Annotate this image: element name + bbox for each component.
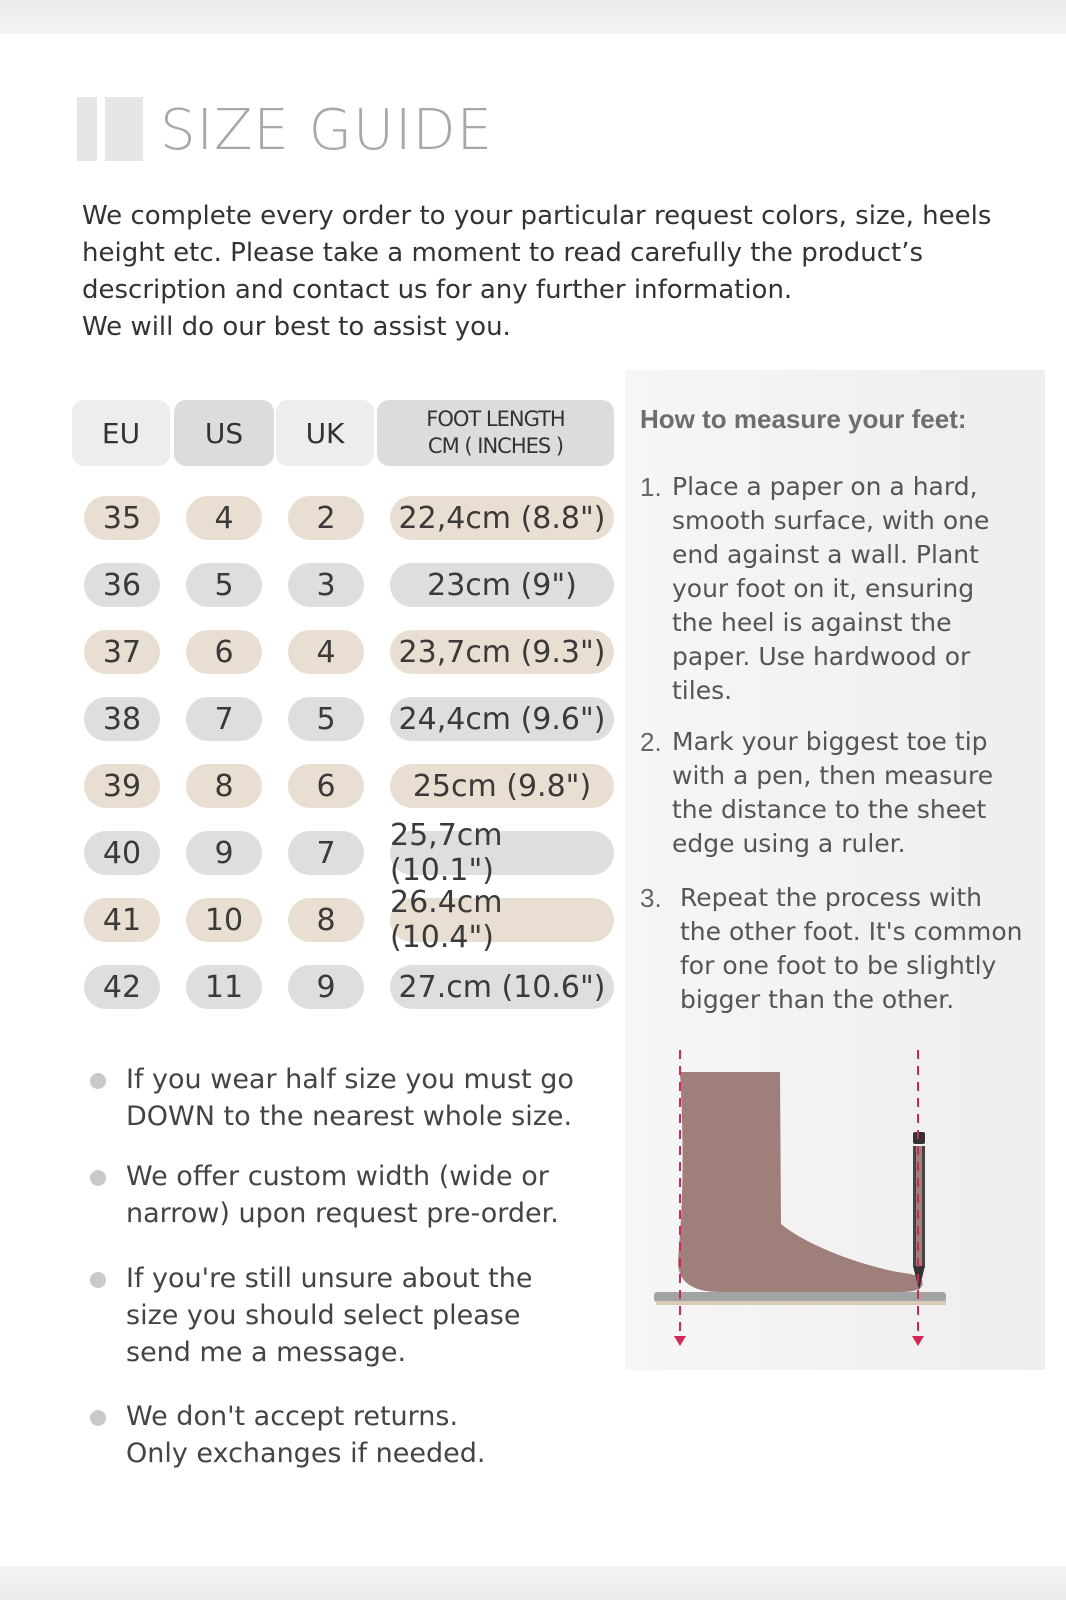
step-number: 2.	[640, 727, 662, 757]
step-text: Repeat the process with the other foot. I…	[680, 881, 1023, 1017]
note-item: If you're still unsure about the size you…	[90, 1260, 532, 1371]
paper-sheet	[656, 1301, 946, 1305]
note-line: If you wear half size you must go	[126, 1064, 574, 1095]
size-cell-eu: 38	[84, 697, 160, 741]
step-text-line: paper. Use hardwood or	[672, 642, 971, 671]
note-line: send me a message.	[126, 1337, 407, 1368]
size-cell-eu: 36	[84, 563, 160, 607]
size-cell-uk: 7	[288, 831, 364, 875]
step-number: 3.	[640, 883, 662, 913]
size-cell-us: 4	[186, 496, 262, 540]
header-foot-length-line1: FOOT LENGTH	[426, 407, 565, 431]
note-line: narrow) upon request pre-order.	[126, 1198, 559, 1229]
header-eu: EU	[72, 400, 170, 466]
size-cell-foot-length: 23,7cm (9.3")	[390, 630, 614, 674]
size-cell-eu: 41	[84, 898, 160, 942]
step-text-line: edge using a ruler.	[672, 829, 906, 858]
size-cell-foot-length: 23cm (9")	[390, 563, 614, 607]
step-text-line: end against a wall. Plant	[672, 540, 979, 569]
note-item: We offer custom width (wide or narrow) up…	[90, 1158, 559, 1232]
header-foot-length: FOOT LENGTH CM ( INCHES )	[377, 400, 614, 466]
top-band	[0, 0, 1066, 34]
step-text-line: the other foot. It's common	[680, 917, 1023, 946]
size-cell-us: 7	[186, 697, 262, 741]
pencil-core	[916, 1146, 922, 1266]
step-text-line: the distance to the sheet	[672, 795, 987, 824]
bullet-icon	[90, 1272, 106, 1288]
note-text: We offer custom width (wide or narrow) up…	[126, 1158, 559, 1232]
bullet-icon	[90, 1073, 106, 1089]
note-line: We don't accept returns.	[126, 1401, 459, 1432]
size-cell-eu: 37	[84, 630, 160, 674]
arrow-down-icon	[912, 1336, 924, 1346]
size-cell-eu: 35	[84, 496, 160, 540]
foot-icon	[678, 1072, 923, 1292]
step-text-line: Repeat the process with	[680, 883, 982, 912]
arrow-down-icon	[674, 1336, 686, 1346]
size-cell-foot-length: 24,4cm (9.6")	[390, 697, 614, 741]
note-item: We don't accept returns. Only exchanges i…	[90, 1398, 485, 1472]
size-cell-foot-length: 25cm (9.8")	[390, 764, 614, 808]
note-line: If you're still unsure about the	[126, 1263, 533, 1294]
note-line: size you should select please	[126, 1300, 521, 1331]
note-text: If you're still unsure about the size you…	[126, 1260, 532, 1371]
step-text-line: your foot on it, ensuring	[672, 574, 975, 603]
size-cell-uk: 5	[288, 697, 364, 741]
intro-line: We complete every order to your particul…	[82, 201, 992, 231]
note-text: If you wear half size you must go DOWN to…	[126, 1061, 574, 1135]
step-text-line: tiles.	[672, 676, 733, 705]
intro-line: We will do our best to assist you.	[82, 312, 511, 342]
note-item: If you wear half size you must go DOWN to…	[90, 1061, 574, 1135]
size-cell-us: 10	[186, 898, 262, 942]
bullet-icon	[90, 1410, 106, 1426]
size-cell-us: 6	[186, 630, 262, 674]
step-text-line: with a pen, then measure	[672, 761, 994, 790]
size-cell-eu: 39	[84, 764, 160, 808]
intro-text: We complete every order to your particul…	[82, 198, 1002, 346]
size-cell-uk: 4	[288, 630, 364, 674]
size-cell-eu: 42	[84, 965, 160, 1009]
bottom-band	[0, 1566, 1066, 1600]
step-text-line: smooth surface, with one	[672, 506, 990, 535]
header-foot-length-line2: CM ( INCHES )	[427, 434, 564, 458]
size-cell-us: 8	[186, 764, 262, 808]
intro-line: description and contact us for any furth…	[82, 275, 793, 305]
measure-step: 2. Mark your biggest toe tip with a pen, t…	[640, 725, 993, 861]
title-bar-decoration	[105, 97, 143, 161]
page-title: SIZE GUIDE	[160, 98, 494, 163]
size-cell-uk: 3	[288, 563, 364, 607]
note-line: Only exchanges if needed.	[126, 1438, 486, 1469]
step-text-line: for one foot to be slightly	[680, 951, 997, 980]
measure-step: 1. Place a paper on a hard, smooth surface…	[640, 470, 989, 708]
size-cell-us: 5	[186, 563, 262, 607]
title-bar-decoration	[77, 97, 97, 161]
size-cell-uk: 8	[288, 898, 364, 942]
measure-step: 3. Repeat the process with the other foot.…	[640, 881, 1023, 1017]
note-text: We don't accept returns. Only exchanges i…	[126, 1398, 485, 1472]
step-text: Mark your biggest toe tip with a pen, the…	[672, 725, 993, 861]
size-cell-us: 9	[186, 831, 262, 875]
floor-board	[654, 1292, 946, 1302]
step-text-line: the heel is against the	[672, 608, 952, 637]
step-text-line: Place a paper on a hard,	[672, 472, 978, 501]
size-cell-uk: 6	[288, 764, 364, 808]
step-text-line: Mark your biggest toe tip	[672, 727, 988, 756]
step-number: 1.	[640, 472, 662, 502]
header-us: US	[174, 400, 274, 466]
note-line: DOWN to the nearest whole size.	[126, 1101, 573, 1132]
bullet-icon	[90, 1170, 106, 1186]
size-cell-foot-length: 27.cm (10.6")	[390, 965, 614, 1009]
size-cell-foot-length: 22,4cm (8.8")	[390, 496, 614, 540]
step-text-line: bigger than the other.	[680, 985, 955, 1014]
note-line: We offer custom width (wide or	[126, 1161, 549, 1192]
step-text: Place a paper on a hard, smooth surface, …	[672, 470, 989, 708]
size-cell-eu: 40	[84, 831, 160, 875]
intro-line: height etc. Please take a moment to read…	[82, 238, 924, 268]
size-cell-uk: 2	[288, 496, 364, 540]
size-cell-us: 11	[186, 965, 262, 1009]
size-cell-uk: 9	[288, 965, 364, 1009]
header-uk: UK	[276, 400, 374, 466]
howto-heading: How to measure your feet:	[640, 404, 967, 434]
